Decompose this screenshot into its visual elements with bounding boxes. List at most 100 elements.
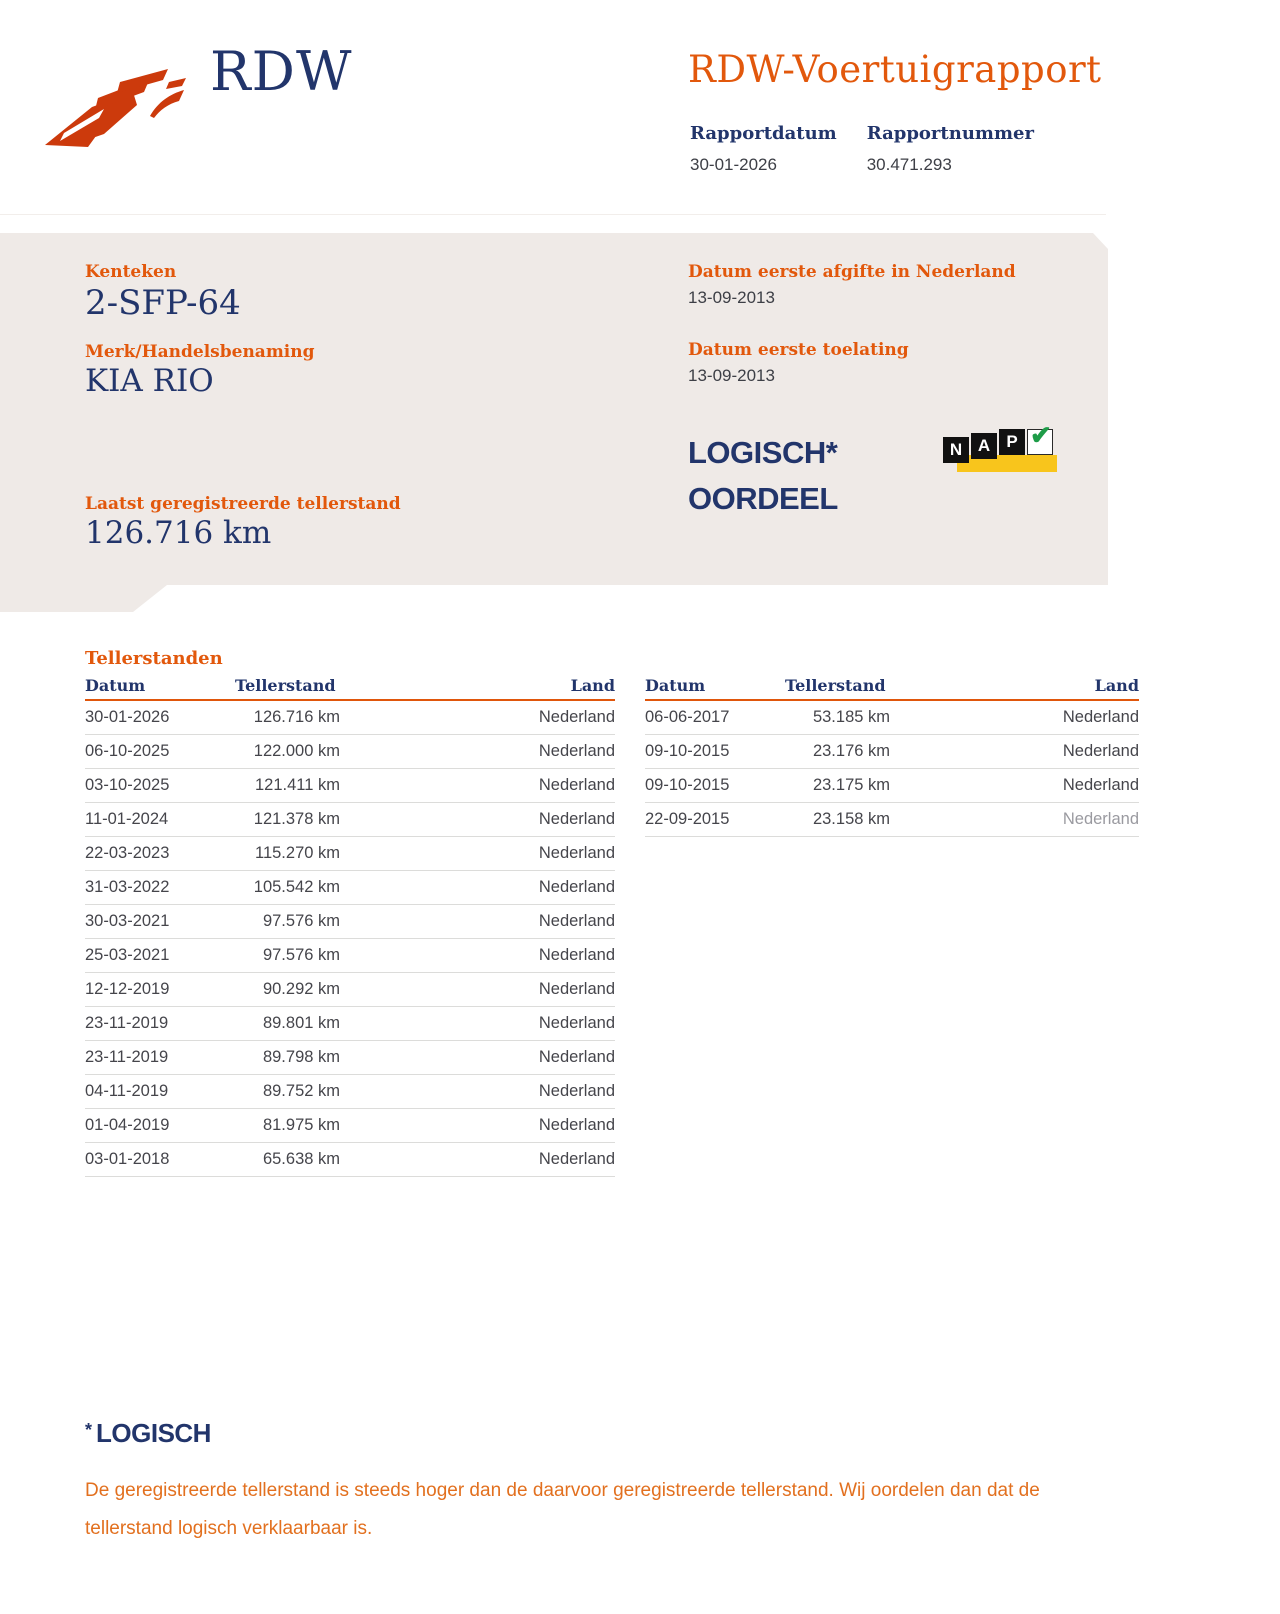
table-row: 22-09-2015 23.158 km Nederland [645,803,1139,837]
table-row: 31-03-2022 105.542 km Nederland [85,871,615,905]
laatste-tellerstand-value: 126.716 km [85,515,272,551]
cell-tellerstand: 121.411 km [255,776,340,794]
cell-land: Nederland [538,946,615,964]
report-number-block: Rapportnummer 30.471.293 [867,123,1034,175]
cell-tellerstand: 81.975 km [262,1116,340,1134]
cell-tellerstand: 89.801 km [262,1014,340,1032]
cell-datum: 12-12-2019 [85,980,170,998]
cell-tellerstand: 90.292 km [262,980,340,998]
vehicle-summary-panel: Kenteken 2-SFP-64 Merk/Handelsbenaming K… [0,233,1108,612]
cell-land: Nederland [538,708,615,726]
cell-land: Nederland [538,1150,615,1168]
table-row: 23-11-2019 89.798 km Nederland [85,1041,615,1075]
table-row: 30-03-2021 97.576 km Nederland [85,905,615,939]
cell-tellerstand: 89.752 km [262,1082,340,1100]
table-body: 30-01-2026 126.716 km Nederland 06-10-2025 1… [85,701,615,1177]
report-number-value: 30.471.293 [866,155,952,174]
table-row: 22-03-2023 115.270 km Nederland [85,837,615,871]
footnote-text: De geregistreerde tellerstand is steeds … [85,1480,1040,1539]
cell-land: Nederland [538,742,615,760]
cell-tellerstand: 23.175 km [812,776,890,794]
cell-land: Nederland [1062,776,1139,794]
table-header: Datum Tellerstand Land [85,676,615,701]
oordeel-verdict: LOGISCH* OORDEEL [688,430,838,522]
footnote-asterisk: * [85,1420,93,1440]
cell-datum: 06-06-2017 [645,708,730,726]
cell-tellerstand: 65.638 km [262,1150,340,1168]
cell-land: Nederland [538,980,615,998]
cell-land: Nederland [1062,810,1139,828]
cell-datum: 31-03-2022 [85,878,170,896]
cell-tellerstand: 122.000 km [253,742,340,760]
cell-datum: 09-10-2015 [645,742,730,760]
table-row: 06-10-2025 122.000 km Nederland [85,735,615,769]
column-header-datum: Datum [645,676,706,695]
column-header-land: Land [570,676,615,695]
merk-label: Merk/Handelsbenaming [85,342,315,362]
cell-land: Nederland [538,1014,615,1032]
cell-land: Nederland [538,810,615,828]
nap-yellow-bar [957,455,1057,472]
laatste-tellerstand-label: Laatst geregistreerde tellerstand [85,494,401,514]
report-date-block: Rapportdatum 30-01-2026 [690,123,837,175]
report-date-value: 30-01-2026 [690,155,777,174]
toelating-value: 13-09-2013 [688,366,775,385]
merk-value: KIA RIO [85,363,214,399]
table-body: 06-06-2017 53.185 km Nederland 09-10-2015 23… [645,701,1139,837]
table-row: 01-04-2019 81.975 km Nederland [85,1109,615,1143]
table-row: 06-06-2017 53.185 km Nederland [645,701,1139,735]
footnote-heading-word: LOGISCH [96,1418,211,1448]
cell-tellerstand: 23.158 km [812,810,890,828]
cell-tellerstand: 53.185 km [812,708,890,726]
cell-land: Nederland [1062,742,1139,760]
table-row: 09-10-2015 23.176 km Nederland [645,735,1139,769]
cell-tellerstand: 97.576 km [262,912,340,930]
table-row: 11-01-2024 121.378 km Nederland [85,803,615,837]
cell-datum: 09-10-2015 [645,776,730,794]
column-header-tellerstand: Tellerstand [785,676,886,695]
page-title: RDW-Voertuigrapport [688,48,1102,91]
nap-letter-p: P [999,429,1025,455]
cell-datum: 23-11-2019 [85,1048,169,1066]
table-row: 09-10-2015 23.175 km Nederland [645,769,1139,803]
cell-datum: 03-10-2025 [85,776,170,794]
cell-land: Nederland [538,1048,615,1066]
nap-letter-n: N [943,437,969,463]
column-header-tellerstand: Tellerstand [235,676,336,695]
toelating-label: Datum eerste toelating [688,340,909,360]
cell-datum: 22-03-2023 [85,844,170,862]
report-number-label: Rapportnummer [866,123,1034,144]
column-header-datum: Datum [85,676,146,695]
cell-tellerstand: 126.716 km [253,708,340,726]
cell-land: Nederland [538,1116,615,1134]
kenteken-label: Kenteken [85,262,177,282]
header-divider [0,214,1106,215]
table-row: 04-11-2019 89.752 km Nederland [85,1075,615,1109]
cell-datum: 01-04-2019 [85,1116,170,1134]
afgifte-value: 13-09-2013 [688,288,775,307]
cell-tellerstand: 121.378 km [253,810,340,828]
cell-tellerstand: 89.798 km [262,1048,340,1066]
rdw-feather-logo-icon [45,69,186,147]
table-header: Datum Tellerstand Land [645,676,1139,701]
cell-datum: 25-03-2021 [85,946,170,964]
oordeel-line2: OORDEEL [688,481,838,516]
cell-tellerstand: 105.542 km [253,878,340,896]
report-date-label: Rapportdatum [690,123,837,144]
table-row: 25-03-2021 97.576 km Nederland [85,939,615,973]
cell-datum: 03-01-2018 [85,1150,170,1168]
cell-datum: 11-01-2024 [85,810,169,828]
cell-datum: 06-10-2025 [85,742,170,760]
cell-datum: 23-11-2019 [85,1014,169,1032]
cell-land: Nederland [538,776,615,794]
cell-land: Nederland [538,912,615,930]
table-row: 30-01-2026 126.716 km Nederland [85,701,615,735]
cell-tellerstand: 115.270 km [255,844,340,862]
oordeel-line1: LOGISCH* [688,435,838,470]
tellerstanden-table-right: Datum Tellerstand Land 06-06-2017 53.185 … [645,676,1139,837]
afgifte-label: Datum eerste afgifte in Nederland [688,262,1016,282]
cell-datum: 30-03-2021 [85,912,170,930]
cell-land: Nederland [1062,708,1139,726]
tellerstanden-table-left: Datum Tellerstand Land 30-01-2026 126.716… [85,676,615,1177]
